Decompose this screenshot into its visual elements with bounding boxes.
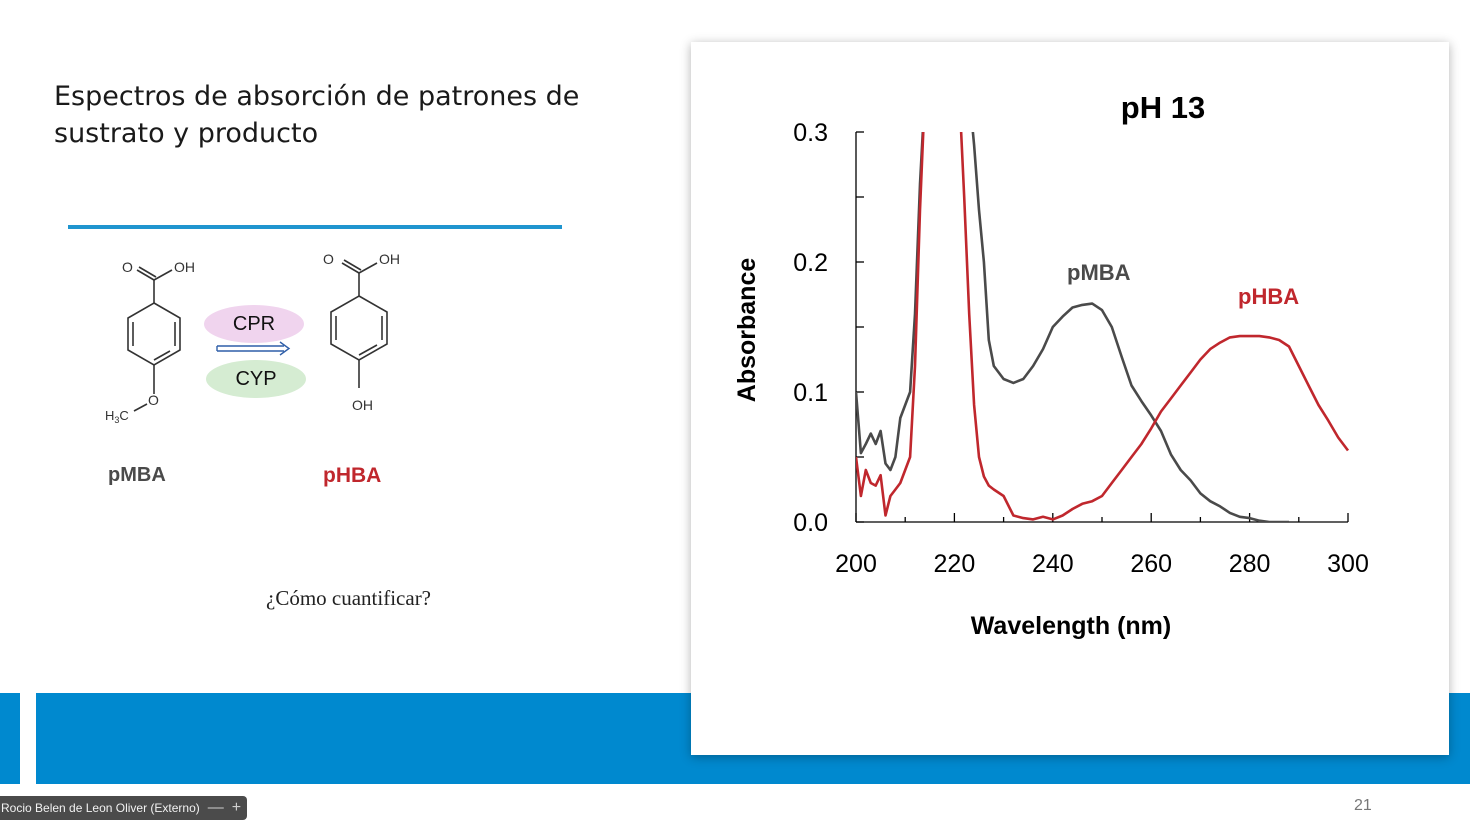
substrate-label: pMBA: [108, 464, 166, 486]
x-tick-label: 240: [1032, 550, 1074, 578]
pmba-o-label: O: [122, 259, 133, 275]
product-label: pHBA: [323, 464, 382, 487]
presenter-name: Rocio Belen de Leon Oliver (Externo): [1, 801, 200, 815]
footer-band-left: [0, 693, 20, 784]
series-line-phba: [856, 132, 1350, 521]
spectrum-chart-card: pH 13 Absorbance Wavelength (nm) 0.0 0.1 0…: [691, 42, 1449, 755]
series-label-phba: pHBA: [1238, 284, 1299, 309]
quantify-question: ¿Cómo cuantificar?: [266, 586, 432, 610]
reaction-scheme: O OH O H3C O OH OH: [105, 251, 400, 425]
phba-structure: [330, 259, 388, 388]
phba-o-label: O: [323, 251, 334, 267]
title-rule: [68, 225, 562, 229]
absorption-spectrum-chart: pH 13 Absorbance Wavelength (nm) 0.00.10…: [733, 90, 1369, 640]
plus-icon[interactable]: +: [231, 799, 242, 816]
phba-oh-top-label: OH: [379, 251, 400, 267]
y-tick-label: 0.1: [793, 379, 828, 407]
reaction-arrow: [216, 341, 291, 356]
pmba-ether-o-label: O: [148, 392, 159, 408]
x-axis-label: Wavelength (nm): [971, 612, 1171, 640]
pmba-structure: [127, 266, 181, 412]
x-tick-label: 260: [1130, 550, 1172, 578]
slide-title-line2: sustrato y producto: [54, 118, 319, 149]
series-line-pmba: [856, 132, 1289, 522]
minus-icon[interactable]: —: [207, 799, 224, 816]
slide-title-line1: Espectros de absorción de patrones de: [54, 81, 580, 112]
slide-title: Espectros de absorción de patrones de su…: [54, 78, 654, 152]
enzyme-cyp: CYP: [206, 360, 306, 398]
plot-area: 0.0 0.1 0.2 0.3 200 220 240 260 280 300: [793, 119, 1369, 578]
x-tick-label: 300: [1327, 550, 1369, 578]
page-number: 21: [1354, 797, 1372, 814]
x-tick-label: 280: [1229, 550, 1271, 578]
y-axis-label: Absorbance: [733, 258, 761, 403]
x-tick-label: 220: [934, 550, 976, 578]
methyl-group: H3C: [105, 408, 129, 425]
enzyme-cpr: CPR: [204, 305, 304, 343]
x-tick-label: 200: [835, 550, 877, 578]
y-tick-label: 0.3: [793, 119, 828, 147]
y-tick-label: 0.2: [793, 249, 828, 277]
y-tick-label: 0.0: [793, 509, 828, 537]
series-label-pmba: pMBA: [1067, 260, 1131, 285]
pmba-oh-label: OH: [174, 259, 195, 275]
presenter-tag[interactable]: Rocio Belen de Leon Oliver (Externo) — +: [0, 796, 248, 820]
chart-title: pH 13: [1121, 90, 1205, 125]
phba-oh-bottom-label: OH: [352, 397, 373, 413]
